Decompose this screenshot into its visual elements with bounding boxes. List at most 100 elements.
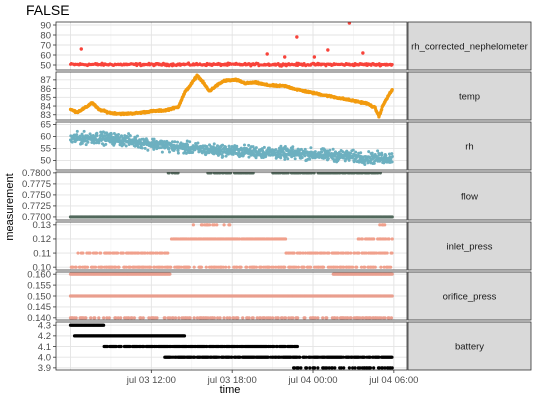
data-point [117, 265, 121, 269]
data-point [173, 140, 177, 144]
data-point [100, 265, 104, 269]
data-point [295, 344, 299, 349]
data-point [266, 355, 270, 359]
data-point [357, 251, 361, 255]
data-point [390, 155, 394, 159]
data-point [221, 265, 225, 269]
data-point [390, 152, 394, 156]
data-point [224, 154, 228, 158]
data-point [383, 223, 387, 227]
data-point [205, 145, 209, 149]
y-tick-label: 55 [40, 144, 51, 155]
facet-strip-label: flow [461, 191, 478, 202]
data-point [373, 265, 377, 269]
data-point [299, 366, 303, 370]
y-tick-label: 83 [40, 110, 51, 121]
data-point [389, 316, 394, 320]
data-point [321, 265, 326, 269]
y-tick-label: 0.155 [27, 280, 51, 291]
data-point [105, 344, 110, 349]
data-point [387, 152, 391, 156]
data-point [211, 145, 215, 149]
data-point [177, 316, 181, 320]
data-point [206, 316, 210, 320]
data-point [95, 134, 99, 138]
data-point [222, 316, 226, 320]
data-point [380, 107, 384, 112]
data-point [93, 265, 98, 269]
data-point [128, 265, 132, 269]
data-point [176, 149, 180, 153]
data-point [342, 265, 346, 269]
data-point [148, 265, 153, 269]
data-point [361, 316, 365, 320]
data-point [80, 141, 84, 145]
data-point [283, 55, 287, 59]
data-point [296, 316, 300, 320]
data-point [215, 223, 219, 227]
data-point [382, 265, 386, 269]
data-point [251, 145, 255, 149]
data-point [390, 272, 394, 276]
data-point [114, 316, 118, 320]
data-point [114, 344, 118, 349]
x-tick-label: jul 04 00:00 [287, 375, 337, 386]
data-point [171, 316, 175, 320]
data-point [337, 251, 341, 255]
data-point [205, 344, 209, 349]
data-point [389, 265, 393, 269]
data-point [109, 132, 113, 136]
data-point [378, 172, 382, 175]
data-point [312, 55, 317, 59]
data-point [296, 366, 301, 370]
data-point [390, 355, 394, 359]
data-point [185, 139, 189, 143]
data-point [143, 251, 147, 255]
facet-strip-label: rh [465, 141, 473, 152]
data-point [342, 366, 346, 370]
data-point [353, 366, 357, 370]
data-point [119, 316, 123, 320]
data-point [173, 316, 178, 320]
data-point [116, 251, 120, 255]
data-point [372, 237, 376, 241]
data-point [345, 149, 349, 153]
facet-strip-label: orifice_press [443, 291, 497, 302]
data-point [127, 316, 131, 320]
data-point [124, 144, 128, 148]
data-point [168, 272, 172, 276]
data-point [161, 265, 165, 269]
data-point [363, 265, 367, 269]
data-point [390, 294, 394, 298]
facet-panels: 5060708090rh_corrected_nephelometer83848… [22, 20, 532, 374]
data-point [303, 316, 307, 320]
data-point [89, 316, 93, 320]
data-point [333, 366, 337, 370]
y-tick-label: 80 [40, 30, 51, 41]
data-point [331, 147, 335, 151]
panel-border [55, 221, 408, 271]
data-point [384, 237, 388, 241]
panel-background [56, 222, 407, 270]
y-tick-label: 90 [40, 20, 51, 31]
data-point [111, 135, 115, 139]
data-point [137, 251, 141, 255]
data-point [212, 223, 216, 227]
data-point [301, 251, 305, 255]
data-point [326, 48, 330, 52]
data-point [236, 316, 240, 320]
data-point [379, 265, 383, 269]
data-point [368, 316, 373, 320]
x-tick-label: jul 03 12:00 [126, 375, 176, 386]
data-point [155, 251, 159, 255]
y-tick-label: 0.7725 [22, 201, 51, 212]
data-point [166, 251, 170, 255]
y-tick-label: 0.7750 [22, 190, 51, 201]
data-point [84, 316, 88, 320]
data-point [293, 157, 297, 161]
facet-strip [407, 121, 532, 171]
data-point [363, 163, 367, 167]
data-point [212, 316, 216, 320]
data-point [119, 344, 123, 349]
data-point [136, 145, 140, 149]
